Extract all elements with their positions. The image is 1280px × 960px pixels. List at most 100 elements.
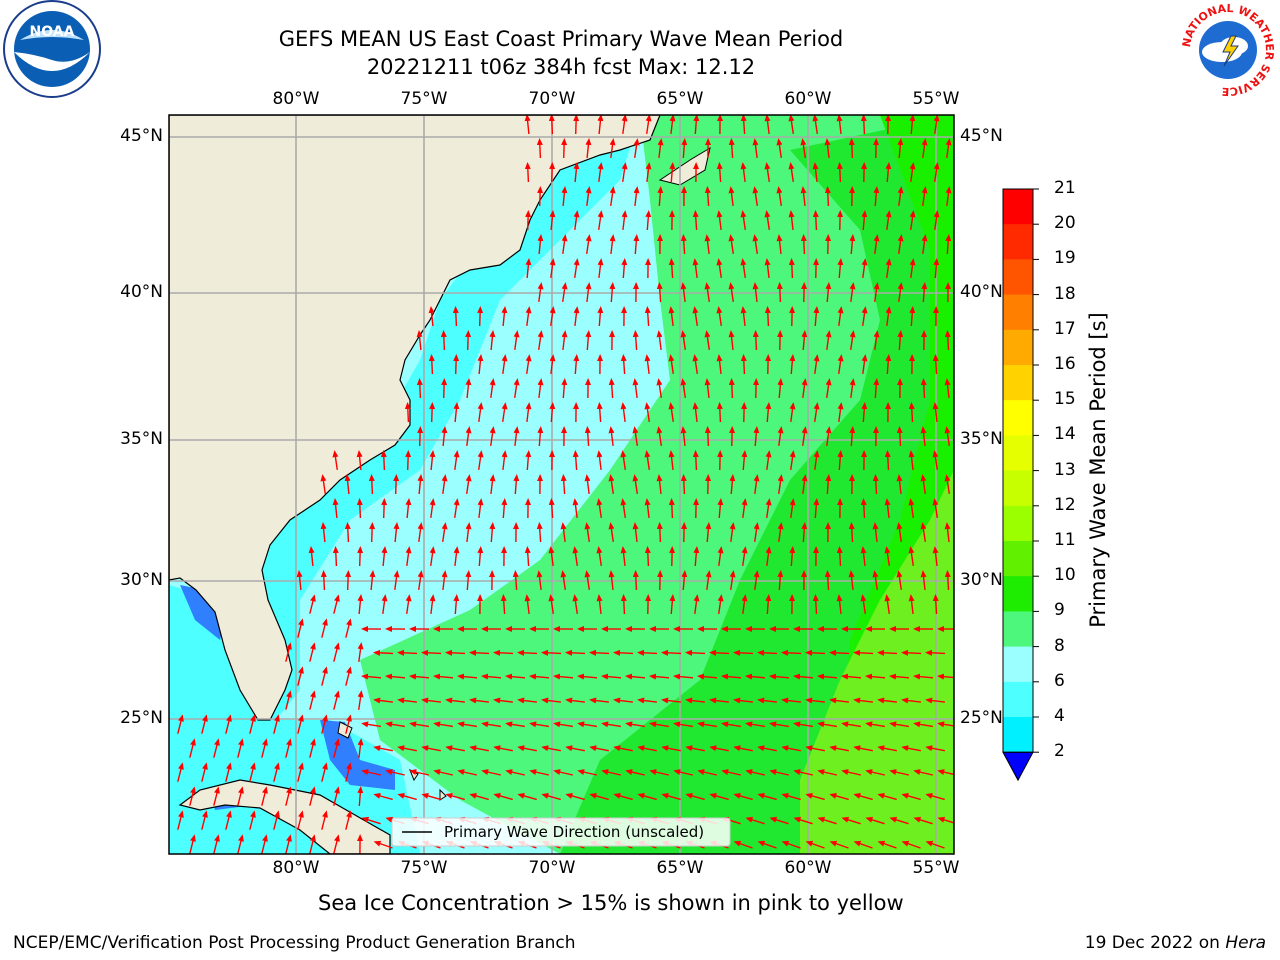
wave-arrow	[404, 402, 411, 423]
wave-arrow	[333, 834, 340, 854]
wave-arrow	[668, 306, 675, 326]
wave-arrow	[841, 721, 862, 728]
wave-arrow	[477, 402, 484, 422]
wave-arrow	[908, 594, 915, 614]
wave-arrow	[501, 402, 508, 423]
wave-arrow	[320, 522, 327, 543]
wave-arrow	[849, 330, 856, 351]
wave-arrow	[885, 210, 892, 230]
wave-arrow	[297, 666, 304, 686]
wave-arrow	[297, 714, 304, 734]
colorbar-segment	[1003, 365, 1033, 401]
wave-arrow	[625, 769, 645, 776]
wave-arrow	[644, 354, 651, 374]
wave-arrow	[848, 570, 855, 590]
noaa-logo: NOAA	[0, 0, 104, 100]
wave-arrow	[837, 354, 844, 375]
wave-arrow	[409, 673, 430, 680]
wave-arrow	[357, 690, 364, 711]
wave-arrow	[585, 234, 592, 255]
wave-arrow	[944, 426, 951, 447]
wave-arrow	[597, 162, 604, 182]
wave-arrow	[524, 546, 531, 567]
wave-arrow	[441, 474, 448, 494]
wave-arrow	[344, 522, 351, 543]
wave-arrow	[873, 234, 880, 254]
wave-arrow	[553, 721, 574, 728]
wave-arrow	[505, 769, 525, 776]
wave-arrow	[237, 834, 244, 854]
wave-arrow	[477, 306, 484, 327]
wave-arrow	[789, 354, 796, 375]
wave-arrow	[573, 258, 580, 279]
wave-arrow	[740, 354, 747, 375]
wave-arrow	[788, 210, 795, 230]
wave-arrow	[525, 306, 532, 326]
wave-arrow	[692, 306, 699, 327]
colorbar-segment	[1003, 400, 1033, 436]
wave-arrow	[932, 546, 939, 566]
wave-arrow	[345, 666, 352, 686]
wave-arrow	[716, 162, 723, 183]
wave-arrow	[741, 594, 748, 614]
wave-arrow	[717, 498, 724, 519]
wave-arrow	[897, 138, 904, 159]
wave-arrow	[633, 138, 640, 159]
wave-arrow	[548, 594, 555, 615]
wave-arrow	[297, 762, 304, 782]
wave-arrow	[873, 186, 880, 207]
wave-arrow	[777, 378, 784, 399]
wave-arrow	[841, 769, 861, 776]
wave-arrow	[781, 745, 801, 752]
wave-arrow	[685, 697, 705, 704]
wave-arrow	[613, 745, 633, 752]
wave-arrow	[769, 721, 790, 728]
wave-arrow	[573, 210, 580, 230]
wave-arrow	[716, 354, 723, 374]
legend-label: Primary Wave Direction (unscaled)	[444, 823, 704, 841]
wave-arrow	[836, 115, 843, 134]
wave-arrow	[777, 570, 784, 591]
wave-arrow	[457, 673, 478, 680]
wave-arrow	[577, 673, 598, 680]
wave-arrow	[889, 721, 910, 728]
wave-arrow	[740, 162, 747, 182]
wave-arrow	[453, 402, 460, 423]
wave-arrow	[793, 816, 813, 825]
wave-arrow	[933, 115, 940, 134]
wave-arrow	[189, 738, 196, 758]
wave-arrow	[692, 450, 699, 471]
colorbar-tick-label: 18	[1054, 283, 1076, 304]
wave-arrow	[577, 769, 597, 776]
wave-arrow	[428, 306, 435, 327]
wave-arrow	[733, 793, 753, 801]
wave-arrow	[913, 769, 933, 776]
wave-arrow	[753, 426, 760, 447]
wave-arrow	[541, 697, 561, 704]
axis-tick-label: 40°N	[120, 282, 163, 302]
wave-arrow	[625, 721, 646, 728]
wave-arrow	[668, 498, 675, 519]
wave-arrow	[584, 570, 591, 591]
wave-arrow	[421, 793, 441, 801]
wave-arrow	[812, 594, 819, 615]
wave-arrow	[692, 354, 699, 375]
wave-arrow	[213, 786, 220, 806]
wave-arrow	[877, 840, 897, 849]
map-gridlines	[169, 115, 954, 854]
wave-arrow	[704, 378, 711, 398]
wave-arrow	[824, 570, 831, 591]
wave-arrow	[584, 522, 591, 543]
wave-arrow	[913, 673, 934, 680]
wave-arrow	[745, 769, 765, 776]
wave-arrow	[865, 816, 885, 825]
wave-arrow	[589, 745, 609, 752]
wave-arrow	[909, 115, 916, 135]
wave-arrow	[685, 793, 705, 801]
wave-arrow	[765, 546, 772, 566]
wave-arrow	[897, 186, 904, 206]
wave-arrow	[829, 745, 849, 752]
wave-arrow	[237, 738, 244, 758]
wave-arrow	[549, 306, 556, 327]
wave-arrow	[501, 354, 508, 374]
